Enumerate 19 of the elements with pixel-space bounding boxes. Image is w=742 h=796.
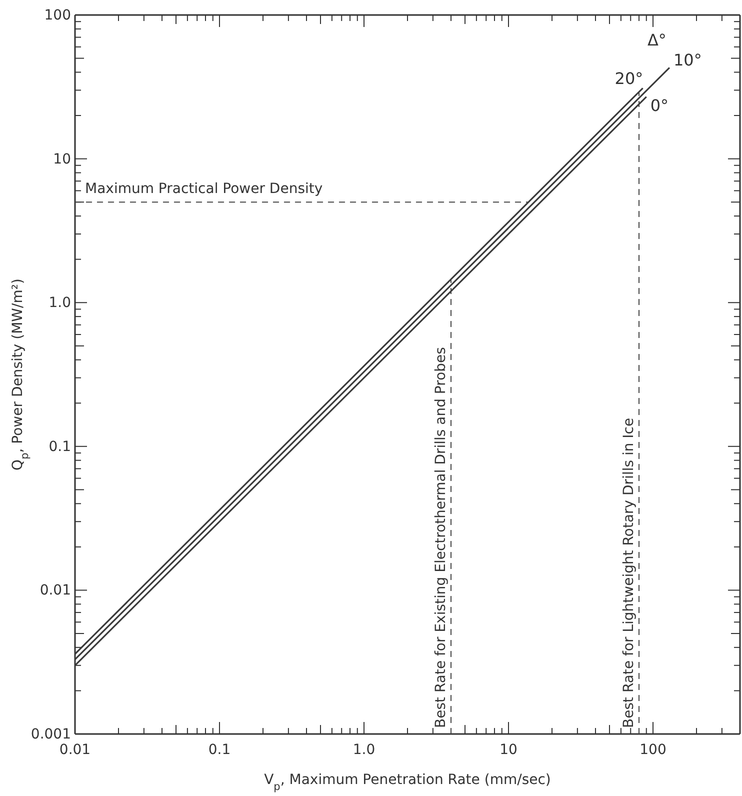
x-tick-label: 0.1 <box>208 742 231 758</box>
series-label: 0° <box>650 96 669 115</box>
legend-title: Δ° <box>647 30 666 50</box>
x-tick-label: 0.01 <box>59 742 91 758</box>
y-tick-label: 0.001 <box>30 726 71 742</box>
ref-line-label: Best Rate for Lightweight Rotary Drills in Ice <box>621 418 637 728</box>
x-axis-title: V$_{p}$, Maximum Penetration Rate (mm/sec) <box>264 772 551 793</box>
x-tick-label: 10 <box>500 742 518 758</box>
y-tick-label: 10 <box>53 151 71 168</box>
ref-line-label: Best Rate for Existing Electrothermal Drills and Probes <box>433 347 449 728</box>
x-tick-label: 1.0 <box>352 742 376 758</box>
y-tick-label: 100 <box>44 7 71 24</box>
ref-line-label: Maximum Practical Power Density <box>85 181 323 198</box>
legend-label: 10° <box>673 50 702 70</box>
series-label: 20° <box>614 69 644 88</box>
y-tick-label: 0.01 <box>40 582 71 599</box>
x-tick-label: 100 <box>640 742 666 758</box>
y-tick-label: 1.0 <box>48 295 71 312</box>
y-tick-label: 0.1 <box>48 438 71 455</box>
